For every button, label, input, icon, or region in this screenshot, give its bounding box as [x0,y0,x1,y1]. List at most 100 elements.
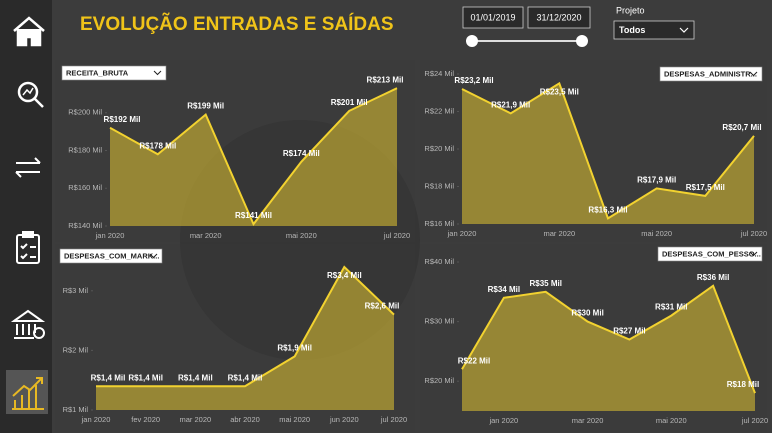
nav-bank[interactable] [10,309,46,339]
x-tick-label: abr 2020 [230,415,260,424]
x-tick-label: jun 2020 [329,415,359,424]
x-tick-label: jan 2020 [447,229,477,238]
date-slider-handle[interactable] [466,35,478,47]
date-end: 31/12/2020 [536,12,581,22]
area-line [461,81,755,220]
y-tick-label: R$20 Mil [424,144,454,153]
nav-checklist[interactable] [16,231,40,264]
dropdown-arrow [749,71,758,77]
area-line [461,284,756,394]
y-tick-label: R$3 Mil [63,286,89,295]
dropdown-arrow [749,251,758,257]
area-fill [462,285,755,411]
value-label: R$2,6 Mil [365,302,400,311]
y-tick-label: R$1 Mil [63,405,89,414]
value-label: R$20,7 Mil [722,123,761,132]
value-label: R$23,5 Mil [540,87,579,96]
page-title: EVOLUÇÃO ENTRADAS E SAÍDAS [80,13,394,35]
value-label: R$31 Mil [655,303,687,312]
nav-evolution[interactable] [12,377,44,410]
x-tick-label: mar 2020 [543,229,575,238]
nav-transfers[interactable] [15,157,41,178]
x-tick-label: mai 2020 [656,416,687,425]
y-tick-label: R$22 Mil [424,106,454,115]
value-label: R$178 Mil [139,141,176,150]
y-tick-label: R$16 Mil [424,219,454,228]
area-fill [110,88,397,226]
value-label: R$16,3 Mil [588,205,627,214]
y-tick-label: R$40 Mil [424,257,454,266]
y-tick-label: R$160 Mil [68,183,102,192]
x-tick-label: jul 2020 [383,231,410,240]
nav-active-bg [6,370,48,414]
x-tick-label: mai 2020 [286,231,317,240]
value-label: R$36 Mil [697,273,729,282]
value-label: R$213 Mil [367,75,404,84]
measure-dropdown [61,65,167,81]
x-tick-label: mai 2020 [641,229,672,238]
nav-home[interactable] [13,16,45,47]
value-label: R$141 Mil [235,211,272,220]
value-label: R$17,5 Mil [686,183,725,192]
value-label: R$201 Mil [331,98,368,107]
value-label: R$17,9 Mil [637,175,676,184]
x-tick-label: mar 2020 [190,231,222,240]
measure-name: RECEITA_BRUTA [66,68,129,77]
dropdown-arrow [679,27,689,33]
value-label: R$192 Mil [104,115,141,124]
y-tick-label: R$2 Mil [63,345,89,354]
project-dropdown[interactable] [613,20,695,40]
date-end-box[interactable] [527,6,591,29]
nav-search[interactable] [17,81,44,108]
dropdown-arrow [153,70,162,76]
dropdown-arrow [149,253,158,259]
value-label: R$27 Mil [613,327,645,336]
x-tick-label: jan 2020 [95,231,125,240]
measure-name: DESPESAS_COM_MARK... [64,251,159,260]
measure-dropdown [659,66,763,82]
y-tick-label: R$140 Mil [68,221,102,230]
x-tick-label: jul 2020 [740,229,767,238]
y-tick-label: R$200 Mil [68,108,102,117]
x-tick-label: mar 2020 [179,415,211,424]
x-tick-label: fev 2020 [131,415,160,424]
area-fill [96,267,394,410]
y-tick-label: R$18 Mil [424,181,454,190]
sidebar [0,0,52,433]
value-label: R$174 Mil [283,149,320,158]
area-line [109,87,398,227]
value-label: R$18 Mil [727,380,759,389]
measure-dropdown [657,246,763,262]
y-tick-label: R$20 Mil [424,376,454,385]
date-start-box[interactable] [462,6,524,29]
value-label: R$1,9 Mil [277,343,312,352]
value-label: R$1,4 Mil [128,373,163,382]
y-tick-label: R$30 Mil [424,317,454,326]
y-tick-label: R$24 Mil [424,69,454,78]
y-tick-label: R$180 Mil [68,145,102,154]
measure-name: DESPESAS_ADMINISTR... [664,69,757,78]
project-label: Projeto [616,5,645,15]
area-fill [462,83,754,225]
x-tick-label: jul 2020 [741,416,768,425]
x-tick-label: mai 2020 [279,415,310,424]
area-line [96,265,395,388]
measure-name: DESPESAS_COM_PESSO... [662,249,761,258]
date-slider-handle[interactable] [576,35,588,47]
value-label: R$22 Mil [458,356,490,365]
value-label: R$1,4 Mil [178,373,213,382]
value-label: R$34 Mil [488,285,520,294]
value-label: R$1,4 Mil [228,373,263,382]
x-tick-label: jan 2020 [488,416,518,425]
project-value: Todos [619,25,645,35]
x-tick-label: jul 2020 [380,415,407,424]
measure-dropdown [59,248,163,264]
value-label: R$199 Mil [187,102,224,111]
value-label: R$1,4 Mil [91,373,126,382]
value-label: R$21,9 Mil [491,100,530,109]
x-tick-label: jan 2020 [81,415,111,424]
x-tick-label: mar 2020 [572,416,604,425]
value-label: R$30 Mil [571,309,603,318]
value-label: R$35 Mil [529,279,561,288]
